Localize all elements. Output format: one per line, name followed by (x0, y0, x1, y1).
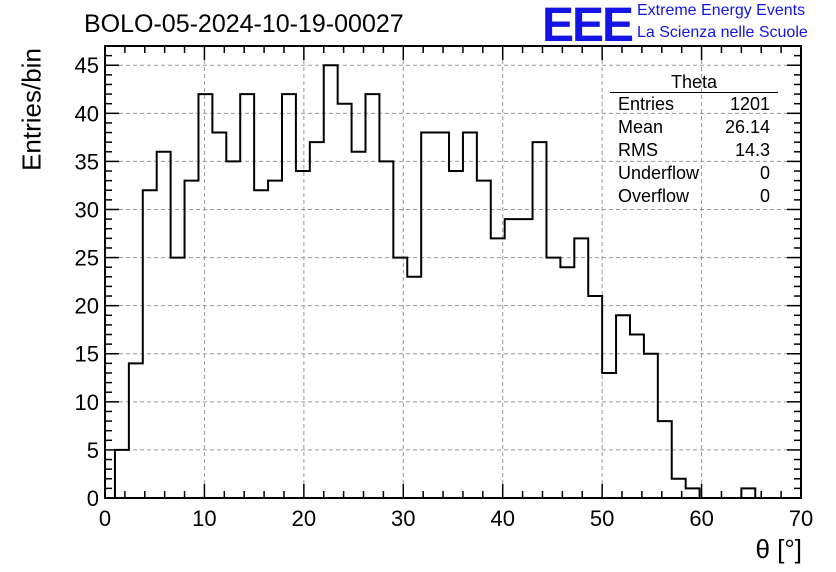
stats-label: Underflow (618, 163, 700, 183)
histogram-bin (240, 94, 254, 498)
histogram-bin (588, 296, 602, 498)
histogram-bin (393, 258, 407, 498)
histogram-bin (435, 133, 449, 498)
x-tick-label: 60 (689, 506, 713, 531)
axis-ticks (104, 45, 802, 499)
stats-value: 14.3 (734, 140, 770, 160)
x-tick-label: 50 (590, 506, 614, 531)
histogram-bin (560, 267, 574, 498)
y-axis-label: Entries/bin (16, 48, 47, 171)
histogram-bin (296, 171, 310, 498)
x-tick-label: 30 (391, 506, 415, 531)
y-tick-label: 35 (75, 149, 99, 174)
y-tick-label: 40 (75, 101, 99, 126)
histogram-bin (449, 171, 463, 498)
histogram-bin (338, 104, 352, 498)
histogram-bin (616, 315, 630, 498)
x-tick-label: 20 (292, 506, 316, 531)
stats-row-rms: RMS 14.3 (610, 139, 778, 162)
stats-row-overflow: Overflow 0 (610, 185, 778, 208)
plot-title: BOLO-05-2024-10-19-00027 (84, 10, 404, 38)
histogram-bin (129, 363, 143, 498)
histogram-bin (115, 450, 129, 498)
stats-title: Theta (610, 72, 778, 93)
stats-row-underflow: Underflow 0 (610, 162, 778, 185)
histogram-bin (533, 142, 547, 498)
histogram-bin (519, 219, 533, 498)
y-tick-label: 0 (87, 486, 99, 511)
histogram-bin (658, 421, 672, 498)
histogram-bin (407, 277, 421, 498)
x-tick-label: 40 (490, 506, 514, 531)
logo-caption-2: La Scienza nelle Scuole (637, 24, 808, 41)
stats-value: 0 (759, 163, 770, 183)
histogram-bin (254, 190, 268, 498)
histogram-bin (212, 133, 226, 498)
y-tick-label: 10 (75, 390, 99, 415)
histogram-bin (602, 373, 616, 498)
histogram-bin (463, 133, 477, 498)
stats-label: RMS (618, 140, 658, 160)
stats-label: Mean (618, 117, 664, 137)
histogram-bin (546, 258, 560, 498)
y-tick-label: 20 (75, 294, 99, 319)
stats-box: Theta Entries 1201 Mean 26.14 RMS 14.3 U… (610, 72, 778, 208)
histogram-bin (741, 488, 755, 498)
histogram-bin (630, 335, 644, 498)
tick-labels: 0 10 20 30 40 50 60 70 0 5 10 15 20 25 30 35 40 45 (75, 53, 814, 531)
histogram-bin (505, 219, 519, 498)
histogram-bin (366, 94, 380, 498)
stats-value: 0 (759, 186, 770, 206)
eee-logo: EEE (542, 0, 634, 52)
x-axis-label: θ [°] (755, 534, 802, 564)
histogram-bin (672, 479, 686, 498)
histogram-series (113, 64, 757, 499)
stats-label: Overflow (618, 186, 690, 206)
histogram-bin (157, 152, 171, 498)
histogram-bin (310, 142, 324, 498)
histogram-bin (282, 94, 296, 498)
x-tick-label: 70 (789, 506, 813, 531)
x-tick-label: 0 (99, 506, 111, 531)
stats-row-entries: Entries 1201 (610, 93, 778, 116)
y-tick-label: 5 (87, 438, 99, 463)
histogram-bin (171, 258, 185, 498)
histogram-bin (574, 238, 588, 498)
histogram-bin (143, 190, 157, 498)
histogram-bin (644, 354, 658, 498)
y-tick-label: 15 (75, 342, 99, 367)
histogram-bin (686, 488, 700, 498)
histogram-bin (226, 161, 240, 498)
histogram-line (113, 64, 757, 499)
histogram-bin (421, 133, 435, 498)
histogram-bin (324, 65, 338, 498)
logo-caption-1: Extreme Energy Events (637, 2, 806, 19)
y-tick-label: 25 (75, 246, 99, 271)
axes (104, 45, 802, 499)
histogram-bin (198, 94, 212, 498)
stats-row-mean: Mean 26.14 (610, 116, 778, 139)
stats-label: Entries (618, 94, 675, 114)
histogram-bin (352, 152, 366, 498)
y-tick-label: 45 (75, 53, 99, 78)
stats-value: 1201 (729, 94, 770, 114)
y-tick-label: 30 (75, 197, 99, 222)
x-tick-label: 10 (192, 506, 216, 531)
histogram-bin (379, 161, 393, 498)
plot-frame (104, 45, 802, 499)
stats-value: 26.14 (724, 117, 770, 137)
grid-lines (105, 46, 801, 498)
